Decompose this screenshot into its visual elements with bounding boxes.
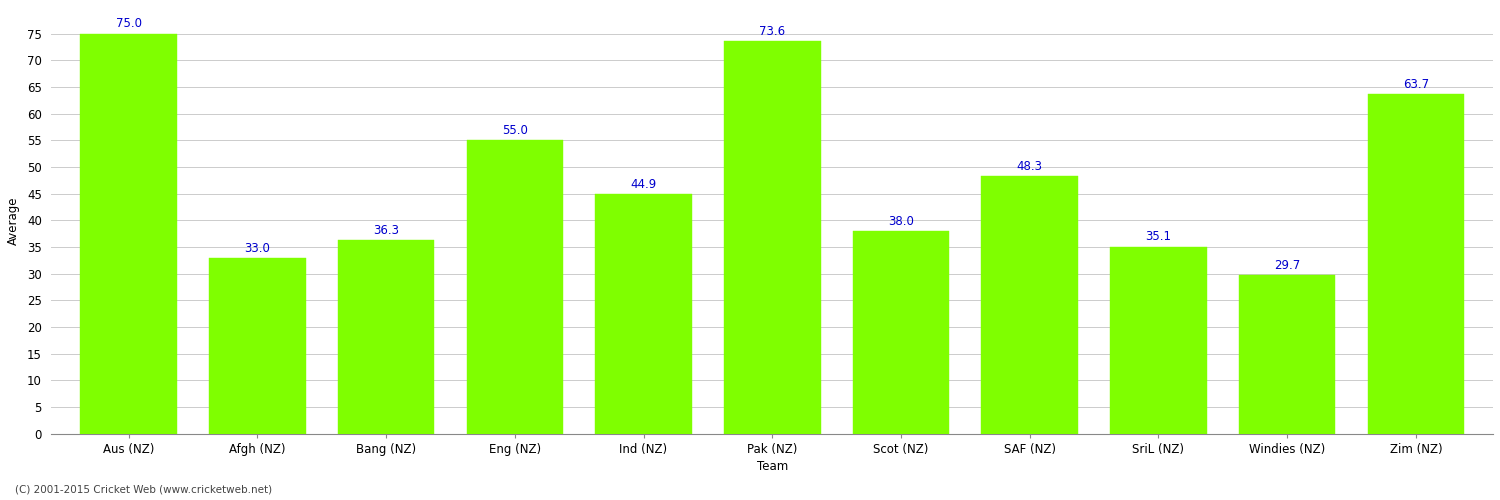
Text: 36.3: 36.3	[374, 224, 399, 237]
Text: 33.0: 33.0	[244, 242, 270, 254]
Text: 44.9: 44.9	[630, 178, 657, 191]
Bar	[596, 194, 692, 434]
Bar	[1239, 276, 1335, 434]
X-axis label: Team: Team	[756, 460, 788, 473]
Bar	[338, 240, 435, 434]
Text: 55.0: 55.0	[503, 124, 528, 137]
Bar	[1368, 94, 1464, 434]
Bar	[81, 34, 177, 434]
Text: 35.1: 35.1	[1146, 230, 1172, 243]
Bar	[1110, 246, 1206, 434]
Text: 75.0: 75.0	[116, 18, 141, 30]
Text: 38.0: 38.0	[888, 215, 914, 228]
Bar	[852, 231, 950, 434]
Text: (C) 2001-2015 Cricket Web (www.cricketweb.net): (C) 2001-2015 Cricket Web (www.cricketwe…	[15, 485, 272, 495]
Bar	[209, 258, 306, 434]
Bar	[466, 140, 562, 434]
Text: 48.3: 48.3	[1017, 160, 1042, 173]
Y-axis label: Average: Average	[8, 196, 20, 244]
Text: 29.7: 29.7	[1274, 259, 1300, 272]
Bar	[981, 176, 1078, 434]
Text: 73.6: 73.6	[759, 25, 786, 38]
Bar	[724, 41, 821, 434]
Text: 63.7: 63.7	[1402, 78, 1429, 90]
